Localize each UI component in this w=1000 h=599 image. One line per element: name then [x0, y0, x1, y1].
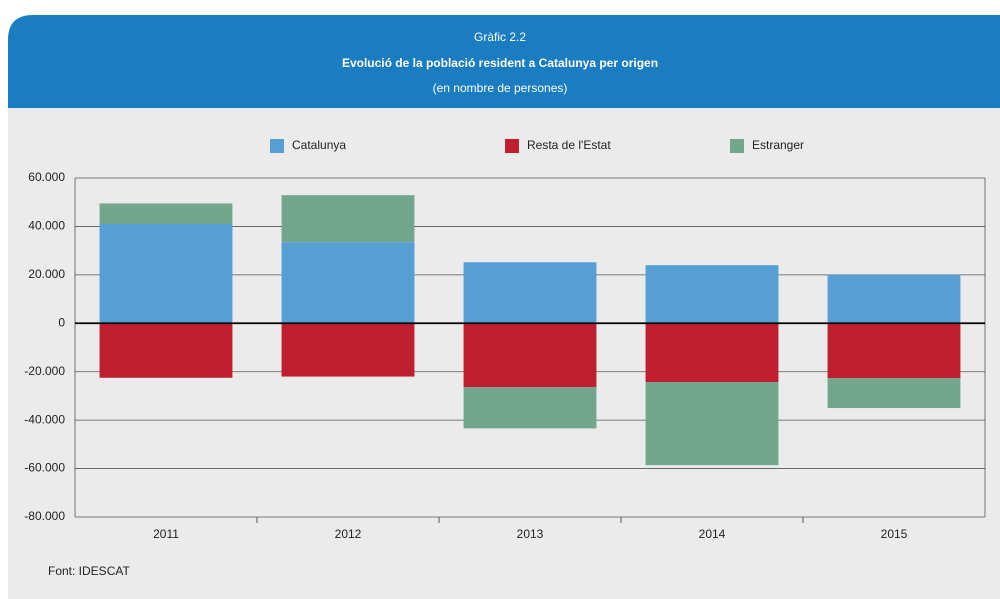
x-tick-label: 2014: [699, 527, 726, 541]
bar: [645, 265, 779, 324]
bar: [645, 323, 779, 383]
source: Font: IDESCAT: [48, 564, 130, 578]
x-tick-label: 2012: [335, 527, 362, 541]
bar: [827, 378, 961, 409]
legend-label: Catalunya: [292, 138, 346, 152]
legend-swatch: [505, 139, 519, 153]
y-tick-label: 0: [58, 315, 65, 329]
bar: [463, 387, 597, 429]
y-tick-label: -60.000: [24, 461, 65, 475]
y-tick-label: 20.000: [28, 267, 65, 281]
y-tick-label: -20.000: [24, 364, 65, 378]
legend-swatch: [270, 139, 284, 153]
x-tick-label: 2011: [153, 527, 179, 541]
bar: [281, 242, 415, 324]
y-tick-label: 40.000: [28, 219, 65, 233]
legend-label: Resta de l'Estat: [527, 138, 611, 152]
bar: [99, 323, 233, 378]
bar: [645, 382, 779, 466]
bar: [99, 203, 233, 225]
bar: [281, 323, 415, 377]
legend-label: Estranger: [752, 138, 804, 152]
chart-heading: Gràfic 2.2: [474, 30, 526, 44]
bar: [463, 262, 597, 324]
bar: [281, 195, 415, 243]
x-tick-label: 2013: [517, 527, 544, 541]
bar: [463, 323, 597, 388]
chart-subtitle: (en nombre de persones): [433, 81, 568, 95]
bar: [827, 323, 961, 379]
header: [8, 15, 1000, 108]
bar: [827, 274, 961, 324]
y-tick-label: 60.000: [28, 170, 65, 184]
y-tick-label: -40.000: [24, 412, 65, 426]
bar: [99, 224, 233, 324]
chart-title: Evolució de la població resident a Catal…: [342, 56, 658, 70]
y-tick-label: -80.000: [24, 509, 65, 523]
legend-swatch: [730, 139, 744, 153]
x-tick-label: 2015: [881, 527, 908, 541]
